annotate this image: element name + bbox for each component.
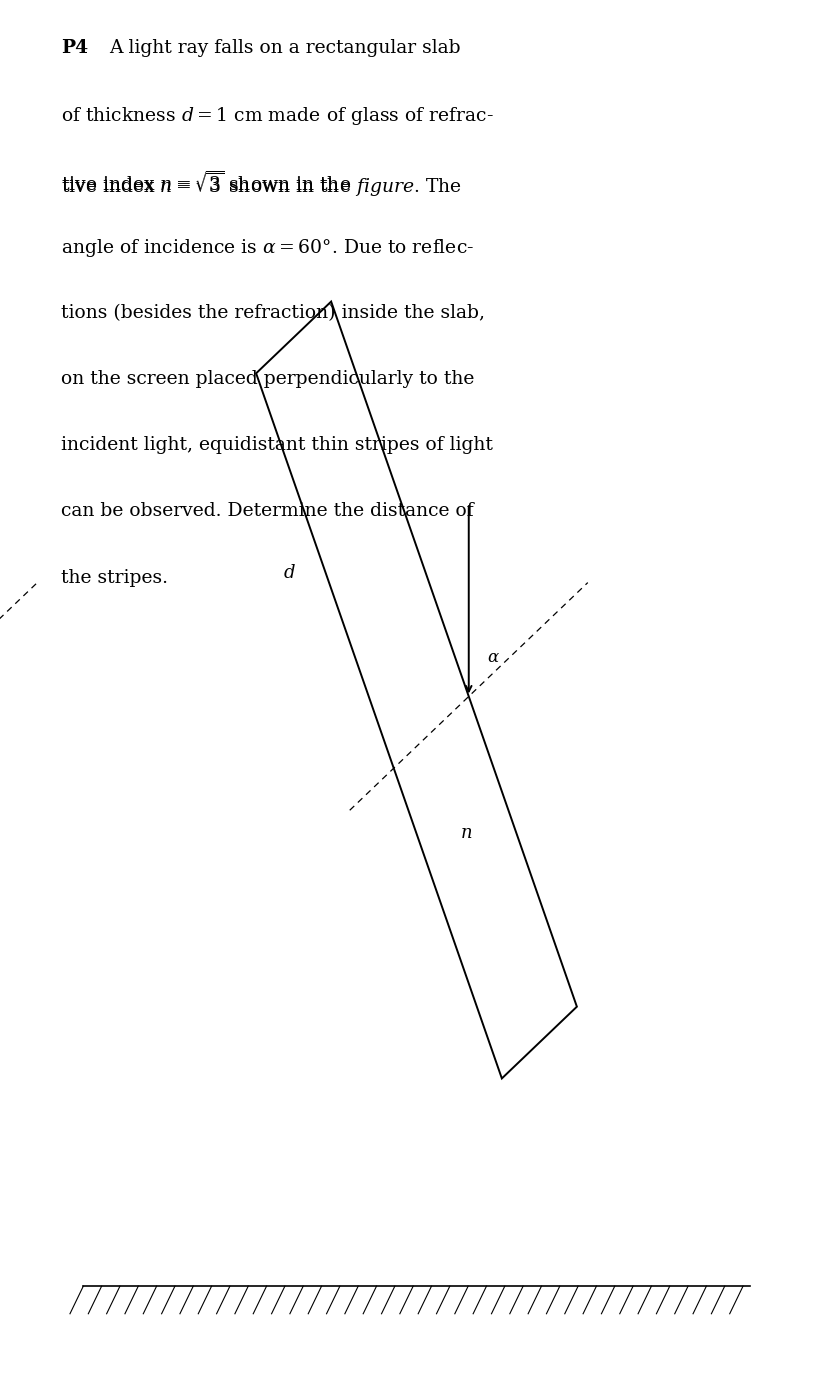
Text: on the screen placed perpendicularly to the: on the screen placed perpendicularly to … bbox=[61, 370, 474, 388]
Text: angle of incidence is $\alpha = 60°$. Due to reflec-: angle of incidence is $\alpha = 60°$. Du… bbox=[61, 237, 474, 259]
Text: the stripes.: the stripes. bbox=[61, 569, 167, 586]
Text: tions (besides the refraction) inside the slab,: tions (besides the refraction) inside th… bbox=[61, 304, 485, 322]
Text: A light ray falls on a rectangular slab: A light ray falls on a rectangular slab bbox=[109, 39, 461, 57]
Text: $n$: $n$ bbox=[461, 824, 472, 842]
Text: can be observed. Determine the distance of: can be observed. Determine the distance … bbox=[61, 502, 473, 520]
Text: $\alpha$: $\alpha$ bbox=[487, 649, 500, 667]
Text: of thickness $d = 1$ cm made of glass of refrac-: of thickness $d = 1$ cm made of glass of… bbox=[61, 105, 494, 127]
Text: incident light, equidistant thin stripes of light: incident light, equidistant thin stripes… bbox=[61, 436, 492, 454]
Text: tive index $n = \sqrt{3}$ shown in the: tive index $n = \sqrt{3}$ shown in the bbox=[61, 171, 352, 196]
Text: tive index $n = \sqrt{3}$ shown in the $\it{figure}$. The: tive index $n = \sqrt{3}$ shown in the $… bbox=[61, 171, 461, 199]
Text: $d$: $d$ bbox=[282, 564, 296, 582]
Text: P4: P4 bbox=[61, 39, 88, 57]
